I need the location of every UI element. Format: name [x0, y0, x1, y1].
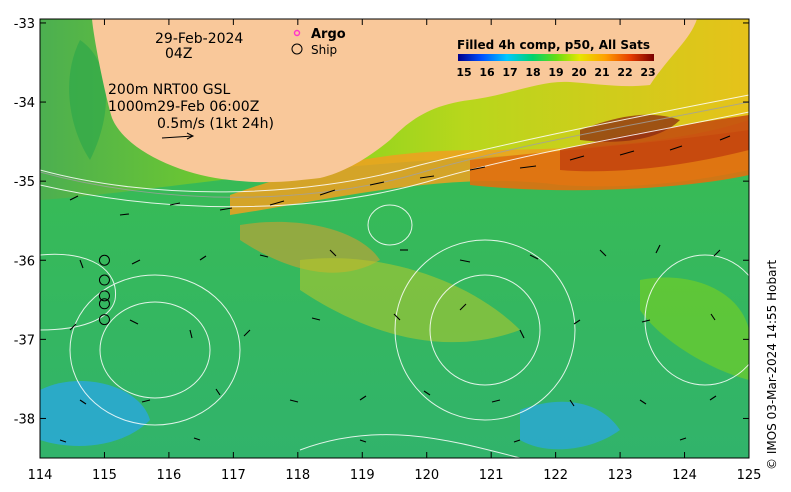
vector-scale-label: 0.5m/s (1kt 24h) [157, 116, 274, 132]
lat-tick-label: -35 [14, 175, 35, 190]
ship-position-marker [98, 254, 110, 266]
lon-tick-label: 116 [156, 468, 181, 483]
ship-position-marker [98, 274, 110, 286]
ship-position-marker [98, 314, 110, 326]
latitude-axis: -33 -34 -35 -36 -37 -38 [14, 17, 749, 427]
contour-lines [40, 94, 749, 458]
colorbar-tick-label: 23 [640, 66, 655, 79]
colorbar [458, 54, 654, 61]
lat-tick-label: -38 [14, 412, 35, 427]
credit-label: © IMOS 03-Mar-2024 14:55 Hobart [765, 259, 779, 470]
lat-tick-label: -33 [14, 17, 35, 32]
lon-tick-label: 124 [672, 468, 697, 483]
ship-position-marker [98, 298, 110, 310]
plot-frame [39, 18, 750, 459]
colorbar-tick-label: 15 [456, 66, 471, 79]
colorbar-tick-label: 19 [548, 66, 563, 79]
colorbar-tick-label: 18 [525, 66, 540, 79]
ship-track [98, 254, 110, 326]
lon-tick-label: 117 [221, 468, 246, 483]
lon-tick-label: 122 [543, 468, 568, 483]
current-arrows [59, 135, 731, 443]
lon-tick-label: 121 [479, 468, 504, 483]
ship-marker [291, 43, 303, 55]
lon-tick-label: 114 [28, 468, 53, 483]
lon-tick-label: 119 [350, 468, 375, 483]
date-label: 29-Feb-2024 [155, 31, 243, 47]
model-line1: 200m NRT00 GSL [108, 82, 231, 98]
argo-legend-label: Argo [311, 27, 346, 42]
colorbar-ticks: 15 16 17 18 19 20 21 22 23 [456, 66, 655, 79]
colorbar-title: Filled 4h comp, p50, All Sats [457, 38, 650, 52]
time-label: 04Z [165, 46, 192, 62]
lon-tick-label: 115 [92, 468, 117, 483]
colorbar-tick-label: 22 [617, 66, 632, 79]
lon-tick-label: 123 [608, 468, 633, 483]
lon-tick-label: 120 [414, 468, 439, 483]
argo-marker [293, 29, 301, 37]
lon-tick-label: 118 [285, 468, 310, 483]
lat-tick-label: -37 [14, 333, 35, 348]
lat-tick-label: -36 [14, 254, 35, 269]
lat-tick-label: -34 [14, 96, 35, 111]
longitude-axis: 114 115 116 117 118 119 120 121 122 123 124 125 [28, 19, 762, 483]
colorbar-tick-label: 16 [479, 66, 495, 79]
colorbar-tick-label: 20 [571, 66, 587, 79]
vector-scale-arrow [161, 132, 195, 140]
ship-legend-label: Ship [311, 43, 337, 57]
colorbar-tick-label: 21 [594, 66, 609, 79]
lon-tick-label: 125 [737, 468, 762, 483]
model-line2: 1000m29-Feb 06:00Z [108, 99, 259, 115]
ship-position-marker [98, 290, 110, 302]
colorbar-tick-label: 17 [502, 66, 517, 79]
